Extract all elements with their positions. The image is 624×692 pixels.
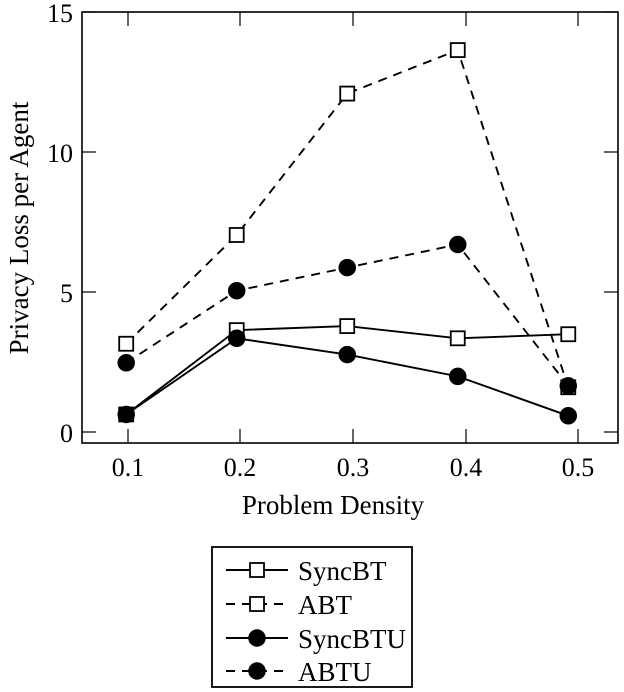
x-tick-label-0.3: 0.3 — [337, 453, 370, 482]
x-tick-label-0.4: 0.4 — [450, 453, 483, 482]
legend-item-abtu[interactable]: ABTU — [226, 657, 372, 687]
data-point-syncbtu-0.5 — [559, 407, 578, 425]
legend-marker-open-square-abt — [249, 596, 265, 612]
data-point-syncbtu-0.2 — [227, 329, 246, 348]
legend-marker-filled-circle-abtu — [248, 662, 266, 680]
data-point-syncbt-0.4 — [449, 330, 466, 347]
legend-label-abt: ABT — [298, 590, 353, 620]
data-point-abt-0.4 — [449, 42, 466, 58]
plot-frame — [81, 11, 619, 444]
data-point-abtu-0.5 — [559, 377, 578, 395]
data-point-syncbt-0.3 — [339, 318, 356, 334]
legend-marker-filled-circle-syncbtu — [248, 629, 266, 647]
y-tick-label-10: 10 — [47, 139, 73, 168]
data-point-abt-0.2 — [228, 227, 245, 243]
y-axis: 15 10 5 0 — [47, 0, 618, 448]
legend-label-abtu: ABTU — [298, 657, 372, 687]
legend-marker-open-square-syncbt — [249, 562, 265, 578]
data-point-abtu-0.2 — [227, 281, 246, 300]
x-tick-label-0.2: 0.2 — [224, 453, 257, 482]
data-point-syncbtu-0.3 — [338, 345, 356, 364]
data-point-abt-0.3 — [339, 85, 356, 102]
x-tick-label-0.5: 0.5 — [562, 453, 595, 482]
legend: SyncBT ABT SyncBTU ABTU — [211, 546, 413, 688]
x-axis-title: Problem Density — [242, 490, 425, 520]
legend-label-syncbt: SyncBT — [298, 556, 387, 586]
data-point-abt-0.1 — [118, 335, 135, 352]
x-tick-label-0.1: 0.1 — [112, 453, 145, 482]
y-tick-label-15: 15 — [47, 0, 73, 28]
data-point-abtu-0.4 — [449, 235, 467, 254]
x-axis: 0.1 0.2 0.3 0.4 0.5 — [112, 12, 595, 482]
legend-item-syncbt[interactable]: SyncBT — [226, 556, 387, 586]
y-tick-label-5: 5 — [60, 279, 73, 308]
data-point-abtu-0.3 — [338, 258, 356, 277]
y-tick-label-0: 0 — [60, 419, 73, 448]
plot-area-border — [81, 11, 619, 444]
series-line-abt — [125, 48, 570, 388]
legend-item-abt[interactable]: ABT — [226, 590, 353, 620]
legend-item-syncbtu[interactable]: SyncBTU — [226, 624, 406, 654]
series-markers — [117, 42, 578, 425]
data-point-abtu-0.1 — [117, 354, 135, 372]
y-axis-title: Privacy Loss per Agent — [4, 101, 34, 354]
data-point-syncbtu-0.4 — [449, 367, 467, 386]
data-point-syncbtu-0.1 — [117, 405, 135, 424]
legend-label-syncbtu: SyncBTU — [298, 624, 406, 654]
data-point-syncbt-0.5 — [560, 326, 577, 343]
